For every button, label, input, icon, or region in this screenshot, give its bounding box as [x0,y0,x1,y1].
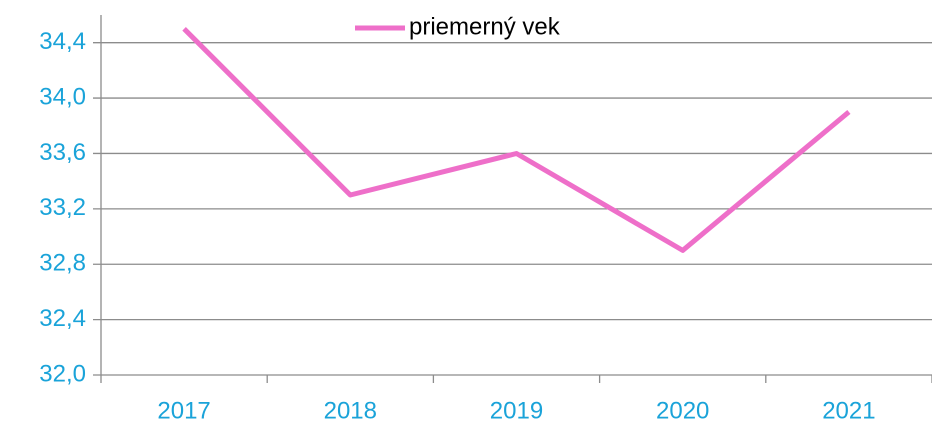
y-tick-label: 34,4 [39,28,86,55]
x-tick-label: 2017 [157,397,210,424]
y-tick-label: 33,6 [39,139,86,166]
y-tick-label: 34,0 [39,83,86,110]
x-tick-label: 2019 [490,397,543,424]
legend-label: priemerný vek [409,13,561,40]
data-line [182,27,851,253]
x-tick-label: 2020 [656,397,709,424]
x-tick-label: 2018 [324,397,377,424]
x-tick-label: 2021 [822,397,875,424]
y-tick-label: 32,4 [39,305,86,332]
y-tick-label: 32,8 [39,250,86,277]
y-tick-label: 32,0 [39,360,86,387]
y-tick-label: 33,2 [39,194,86,221]
